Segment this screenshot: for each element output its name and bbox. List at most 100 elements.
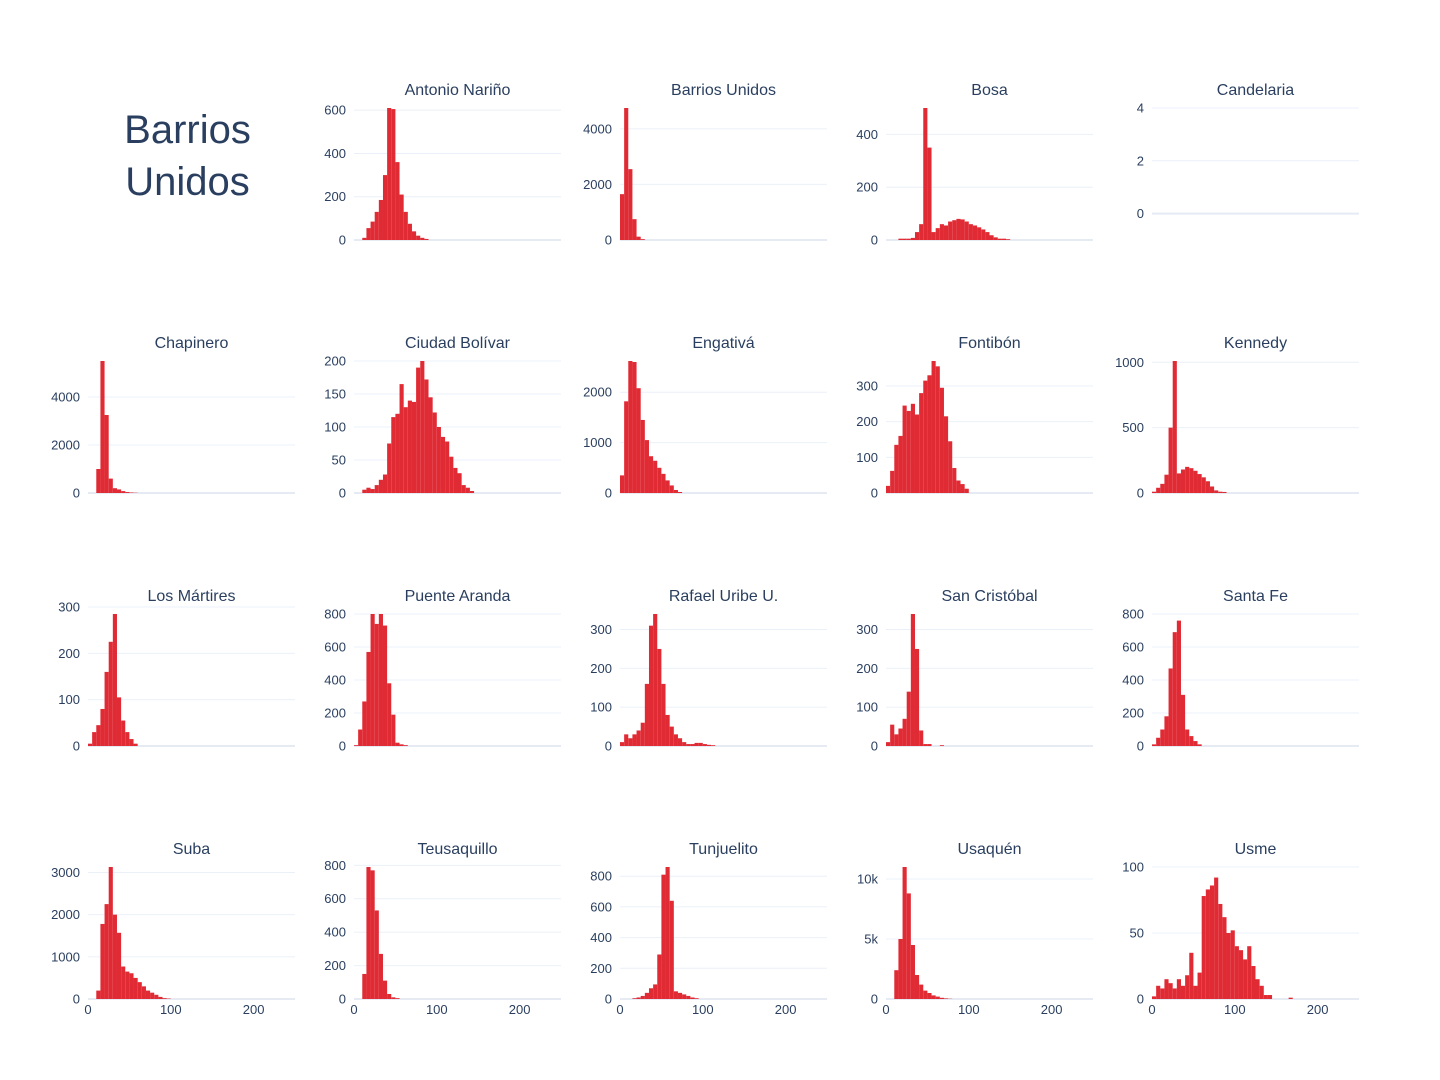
histogram-bar [914, 232, 920, 240]
histogram-bar [628, 169, 633, 240]
y-tick-label: 400 [1122, 673, 1144, 688]
panel-title: Santa Fe [1223, 588, 1288, 605]
x-tick-label: 100 [958, 1002, 980, 1017]
histogram-bar [121, 720, 126, 746]
histogram-bar [1176, 473, 1181, 493]
histogram-bar [1255, 979, 1260, 999]
histogram-bar [624, 734, 629, 746]
histogram-bar [923, 108, 928, 240]
histogram-bar [387, 108, 392, 240]
x-tick-label: 0 [882, 1002, 889, 1017]
y-tick-label: 50 [1130, 926, 1144, 941]
histogram-bar [1172, 632, 1177, 746]
y-tick-label: 4 [1137, 101, 1144, 116]
histogram-bar [382, 980, 388, 999]
histogram-bar [927, 744, 932, 746]
histogram-bar [1205, 481, 1210, 493]
histogram-bar [1172, 988, 1177, 999]
histogram-bar [1152, 491, 1157, 493]
y-tick-label: 0 [73, 486, 80, 501]
histogram-bar [407, 223, 412, 240]
histogram-bar [1006, 239, 1011, 240]
histogram-bar [673, 734, 678, 746]
histogram-bar [1214, 490, 1219, 493]
histogram-bar [677, 491, 683, 493]
histogram-bar [677, 992, 683, 999]
histogram-bar [457, 473, 462, 493]
histogram-bar [391, 997, 396, 999]
histogram-bar [702, 744, 707, 746]
histogram-bar [661, 683, 666, 746]
histogram-bar [125, 732, 130, 746]
histogram-bar [407, 400, 412, 493]
histogram-bar [100, 361, 105, 493]
histogram-bar [104, 671, 109, 746]
histogram-bar [632, 734, 637, 746]
histogram-bar [906, 410, 911, 493]
histogram-bar [628, 738, 633, 746]
histogram-bar [1189, 736, 1194, 746]
histogram-bar [910, 614, 915, 746]
histogram-bar [387, 683, 392, 746]
histogram-bar [129, 973, 134, 999]
histogram-bar [636, 730, 641, 746]
panel-title: Suba [173, 841, 210, 858]
histogram-bar [972, 225, 978, 240]
histogram-bar [943, 998, 949, 999]
histogram-bar [914, 414, 920, 493]
histogram-bar [116, 697, 122, 746]
y-tick-label: 2000 [583, 385, 612, 400]
histogram-bar [387, 443, 392, 493]
histogram-bar [158, 996, 163, 999]
y-tick-label: 0 [605, 992, 612, 1007]
histogram-bar [382, 175, 388, 240]
histogram-bar [424, 238, 429, 240]
histogram-bar [129, 739, 134, 746]
histogram-bar [416, 235, 421, 240]
histogram-bar [133, 743, 138, 746]
histogram-bar [1160, 729, 1165, 746]
histogram-bar [657, 467, 662, 493]
histogram-bar [395, 998, 400, 999]
panel-title: Fontibón [958, 335, 1020, 352]
x-tick-label: 200 [775, 1002, 797, 1017]
histogram-bar [894, 734, 899, 746]
histogram-bar [366, 228, 371, 240]
histogram-bar [993, 237, 998, 240]
panel-title: Bosa [971, 82, 1008, 99]
histogram-bar [362, 237, 367, 240]
histogram-bar [428, 397, 433, 493]
histogram-bar [1164, 979, 1169, 999]
y-tick-label: 2000 [51, 438, 80, 453]
x-tick-label: 200 [509, 1002, 531, 1017]
histogram-bar [648, 988, 654, 999]
histogram-bar [92, 732, 97, 746]
histogram-bar [906, 893, 911, 999]
y-tick-label: 200 [856, 661, 878, 676]
histogram-bar [948, 441, 953, 493]
histogram-bar [935, 366, 940, 493]
histogram-bar [694, 998, 699, 999]
histogram-bar [919, 984, 924, 999]
histogram-bar [424, 379, 429, 493]
histogram-bar [1259, 985, 1264, 999]
histogram-bar [677, 738, 683, 746]
panel-title: Antonio Nariño [405, 82, 511, 99]
histogram-bar [366, 487, 371, 493]
y-tick-label: 100 [1122, 860, 1144, 875]
histogram-bar [1156, 737, 1161, 746]
y-tick-label: 800 [324, 607, 346, 622]
histogram-bar [1168, 983, 1173, 999]
histogram-bar [886, 485, 891, 493]
histogram-bar [706, 744, 712, 746]
histogram-bar [88, 743, 93, 746]
histogram-bar [914, 648, 920, 746]
histogram-bar [886, 742, 891, 746]
histogram-bar [931, 232, 936, 240]
x-tick-label: 0 [1148, 1002, 1155, 1017]
y-tick-label: 200 [324, 354, 346, 369]
y-tick-label: 200 [590, 661, 612, 676]
y-tick-label: 4000 [583, 121, 612, 136]
histogram-bar [640, 239, 645, 240]
